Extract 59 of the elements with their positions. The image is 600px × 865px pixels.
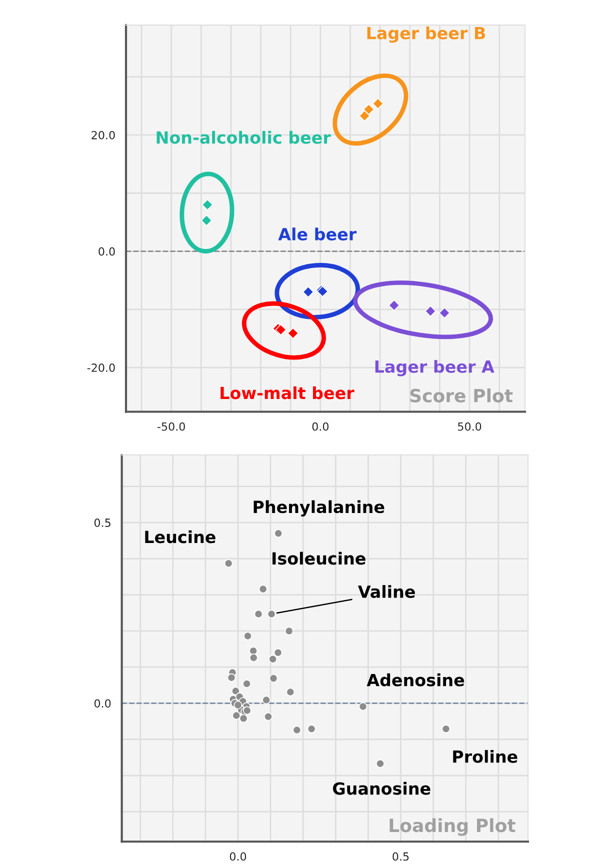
point [388,300,400,311]
annotation: Isoleucine [272,552,366,565]
point [275,324,286,336]
point [224,559,233,568]
point [284,626,294,636]
annotation: Valine [358,585,415,598]
point [376,759,384,768]
point [442,724,450,734]
y-tick-label: 0.0 [98,247,115,256]
point [286,688,295,696]
point [258,584,268,594]
text: Lager beer B [367,26,486,43]
point [372,98,384,110]
point [287,328,299,339]
point [242,680,252,688]
point [358,702,368,711]
point [363,104,374,116]
point [249,646,258,656]
y-tick-label: 0.0 [94,699,111,708]
text: Lager beer A [375,360,494,376]
point [268,654,278,664]
point [232,711,241,720]
annotation: Guanosine [332,782,430,795]
point [234,700,242,710]
point [307,724,316,734]
point [200,214,212,226]
point [302,286,314,298]
text: Score Plot [410,388,513,402]
point [264,712,272,721]
point [292,726,302,734]
point [239,714,248,723]
x-tick-label: 0.0 [312,422,329,431]
point [438,307,450,319]
text: Ale beer [278,228,357,240]
text: Non-alcoholic beer [156,130,331,144]
y-tick-label: 20.0 [92,130,115,140]
point [358,110,370,122]
point [202,199,214,210]
point [254,610,263,618]
point [249,653,258,662]
text: Low-malt beer [220,386,354,400]
point [262,696,271,704]
x-tick-label: -50.0 [157,422,185,431]
annotation: Phenylalanine [254,500,384,517]
point [267,610,276,618]
annotation: Adenosine [366,673,464,686]
point [424,306,436,317]
point [274,648,282,657]
point [274,529,283,538]
x-tick-label: 50.0 [458,422,482,431]
annotation: Leucine [145,530,216,544]
point [231,686,240,696]
annotation: Proline [453,750,518,763]
text: Loading Plot [390,818,516,836]
point [227,673,236,682]
y-tick-label: -20.0 [87,364,115,372]
y-tick-label: 0.5 [94,518,110,527]
point [269,674,278,683]
point [244,632,252,640]
